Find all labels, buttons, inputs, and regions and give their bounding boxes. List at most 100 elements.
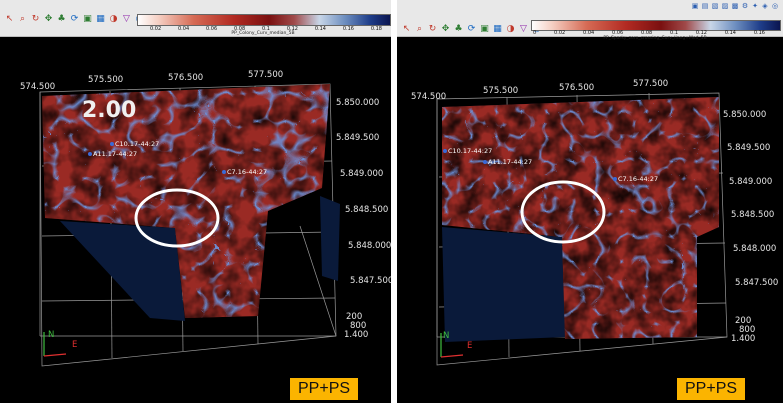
well-label[interactable]: A11.17-44:27 <box>483 158 532 166</box>
z-axis-label: 200 <box>346 312 363 322</box>
layers-icon[interactable]: ▣ <box>480 24 489 34</box>
colorbar-tick: 0.08 <box>641 30 653 36</box>
filter-icon[interactable]: ▽ <box>520 24 527 34</box>
well-marker-icon <box>483 160 487 164</box>
left-axis-triad <box>43 332 67 357</box>
zoom-icon[interactable]: ⌕ <box>19 14 26 24</box>
colorbar-tick: 0.06 <box>206 26 218 32</box>
right-colorbar-ticks: 0 0.02 0.04 0.06 0.08 0.1 0.12 0.14 0.16 <box>533 30 765 36</box>
colorbar-tick: 0.16 <box>342 26 354 32</box>
right-tool-icons: ↖ ⌕ ↻ ✥ ♣ ⟳ ▣ ▦ ◑ ▽ ◉ <box>401 24 542 35</box>
x-axis-label: 575.500 <box>483 86 519 96</box>
z-axis-label: 1.400 <box>731 334 756 344</box>
well-label[interactable]: C7.16-44:27 <box>613 175 658 183</box>
colorbar-tick: 0.02 <box>150 26 162 32</box>
window-tool-icon[interactable]: ▤ <box>701 2 709 10</box>
well-marker-icon <box>110 142 114 146</box>
pan-icon[interactable]: ✥ <box>44 14 53 24</box>
colorbar-tick: 0 <box>533 30 537 36</box>
colorbar-tick: 0.02 <box>554 30 566 36</box>
rotate-icon[interactable]: ↻ <box>428 24 437 34</box>
well-marker-icon <box>88 152 92 156</box>
left-highlight-ellipse <box>134 188 220 248</box>
left-colorbar <box>137 14 391 26</box>
x-axis-label: 574.500 <box>20 82 56 92</box>
grid-icon[interactable]: ▦ <box>493 24 502 34</box>
left-colorbar-title: PP_Colony_Curv_median_5B <box>231 31 295 36</box>
z-axis-label: 200 <box>735 316 752 326</box>
y-axis-label: 5.848.000 <box>348 241 391 251</box>
tree-icon[interactable]: ♣ <box>57 14 66 24</box>
colorbar-tick: 0.1 <box>262 26 270 32</box>
colorbar-tick: 0.14 <box>314 26 326 32</box>
pan-icon[interactable]: ✥ <box>441 24 450 34</box>
well-label[interactable]: C10.17-44:27 <box>443 147 492 155</box>
colorbar-tick: 0.04 <box>583 30 595 36</box>
well-marker-icon <box>443 149 447 153</box>
well-marker-icon <box>222 170 226 174</box>
rotate-icon[interactable]: ↻ <box>31 14 40 24</box>
filter-icon[interactable]: ▽ <box>123 14 130 24</box>
pointer-icon[interactable]: ↖ <box>5 14 14 24</box>
well-marker-icon <box>613 177 617 181</box>
right-colorbar <box>531 20 781 31</box>
x-axis-label: 577.500 <box>248 70 284 80</box>
x-axis-label: 577.500 <box>633 79 669 89</box>
color-icon[interactable]: ◑ <box>506 24 515 34</box>
window-tool-icon[interactable]: ▧ <box>711 2 719 10</box>
window-tool-icon[interactable]: ▣ <box>691 2 699 10</box>
color-icon[interactable]: ◑ <box>109 14 118 24</box>
pointer-icon[interactable]: ↖ <box>402 24 411 34</box>
left-overlay-digits: 2.00 <box>82 98 137 123</box>
window-tool-icon[interactable]: ▩ <box>731 2 739 10</box>
refresh-icon[interactable]: ⟳ <box>70 14 79 24</box>
right-toolbar: ▣ ▤ ▧ ▨ ▩ ⚙ ✦ ◈ ◎ ↖ ⌕ ↻ ✥ ♣ ⟳ ▣ ▦ ◑ ▽ ◉ … <box>397 0 783 41</box>
y-axis-label: 5.848.000 <box>733 244 777 254</box>
z-axis-label: 800 <box>350 321 367 331</box>
grid-icon[interactable]: ▦ <box>96 14 105 24</box>
colorbar-tick: 0.12 <box>286 26 298 32</box>
y-axis-label: 5.848.500 <box>345 205 389 215</box>
layers-icon[interactable]: ▣ <box>83 14 92 24</box>
well-name: C10.17-44:27 <box>448 147 493 155</box>
y-axis-label: 5.849.000 <box>340 169 384 179</box>
left-3d-viewport[interactable] <box>0 36 391 403</box>
right-highlight-ellipse <box>520 180 606 244</box>
x-axis-label: 576.500 <box>559 83 595 93</box>
window-tool-icon[interactable]: ◎ <box>771 2 779 10</box>
zoom-icon[interactable]: ⌕ <box>416 24 423 34</box>
y-axis-label: 5.847.500 <box>735 278 779 288</box>
window-tool-icon[interactable]: ✦ <box>752 2 758 10</box>
y-axis-label: 5.848.500 <box>731 210 775 220</box>
x-axis-label: 574.500 <box>411 92 447 102</box>
window-tool-icon[interactable]: ◈ <box>762 2 768 10</box>
colorbar-tick: 0.1 <box>670 30 678 36</box>
well-name: C7.16-44:27 <box>618 175 659 183</box>
north-axis-letter: N <box>48 330 55 340</box>
left-viewer-panel: ↖ ⌕ ↻ ✥ ♣ ⟳ ▣ ▦ ◑ ▽ ◉ 0.02 0.04 0.06 0.0… <box>0 0 391 403</box>
left-colorbar-ticks: 0.02 0.04 0.06 0.08 0.1 0.12 0.14 0.16 0… <box>150 26 382 32</box>
well-name: A11.17-44:27 <box>93 150 138 158</box>
north-axis-letter: N <box>443 331 450 341</box>
well-label[interactable]: C10.17-44:27 <box>110 140 159 148</box>
left-tool-icons: ↖ ⌕ ↻ ✥ ♣ ⟳ ▣ ▦ ◑ ▽ ◉ <box>4 14 145 25</box>
colorbar-tick: 0.12 <box>695 30 707 36</box>
east-axis-letter: E <box>467 341 473 351</box>
refresh-icon[interactable]: ⟳ <box>467 24 476 34</box>
window-tool-icon[interactable]: ▨ <box>721 2 729 10</box>
well-label[interactable]: C7.16-44:27 <box>222 168 267 176</box>
colorbar-tick: 0.16 <box>753 30 765 36</box>
tree-icon[interactable]: ♣ <box>454 24 463 34</box>
right-window-controls: ▣ ▤ ▧ ▨ ▩ ⚙ ✦ ◈ ◎ <box>691 2 779 10</box>
colorbar-tick: 0.06 <box>612 30 624 36</box>
window-tool-icon[interactable]: ⚙ <box>741 2 749 10</box>
right-viewer-panel: ▣ ▤ ▧ ▨ ▩ ⚙ ✦ ◈ ◎ ↖ ⌕ ↻ ✥ ♣ ⟳ ▣ ▦ ◑ ▽ ◉ … <box>397 0 783 403</box>
colorbar-tick: 0.08 <box>234 26 246 32</box>
y-axis-label: 5.847.500 <box>350 276 391 286</box>
well-label[interactable]: A11.17-44:27 <box>88 150 137 158</box>
right-3d-viewport[interactable] <box>397 37 783 403</box>
y-axis-label: 5.850.000 <box>336 98 380 108</box>
x-axis-label: 575.500 <box>88 75 124 85</box>
y-axis-label: 5.850.000 <box>723 110 767 120</box>
left-navy-region <box>60 221 185 321</box>
